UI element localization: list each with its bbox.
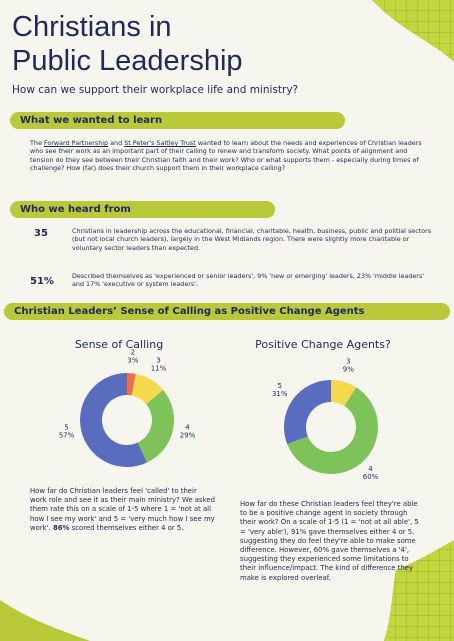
text: The — [30, 139, 44, 147]
text: How far do Christian leaders feel 'calle… — [30, 487, 215, 532]
slice-label: 29% — [180, 432, 196, 440]
caption: How far do Christian leaders feel 'calle… — [30, 487, 215, 533]
slice-label: 3% — [127, 356, 138, 364]
slice-label: 11% — [151, 365, 167, 373]
link[interactable]: St Peter's Saltley Trust — [124, 139, 196, 147]
slice-label: 9% — [343, 365, 354, 373]
subtitle: How can we support their workplace life … — [12, 84, 299, 96]
text: wanted to learn about the needs and expe… — [30, 139, 422, 172]
title-line: Public Leadership — [12, 45, 243, 77]
slice-label: 60% — [363, 473, 379, 481]
slice — [137, 390, 174, 463]
stat-text: Described themselves as 'experienced or … — [72, 272, 425, 289]
slice — [331, 380, 357, 406]
slice-label: 57% — [59, 432, 75, 440]
section-heading: What we wanted to learn — [10, 112, 345, 129]
text: and — [108, 139, 125, 147]
slice — [127, 373, 136, 396]
slice-category: 5 — [277, 382, 281, 390]
section-heading: Christian Leaders’ Sense of Calling as P… — [4, 303, 450, 320]
slice-category: 4 — [368, 465, 373, 473]
slice-category: 2 — [131, 348, 135, 356]
caption: How far do these Christian leaders feel … — [240, 500, 425, 583]
title-line: Christians in — [12, 11, 172, 43]
chart-title: Sense of Calling — [75, 338, 163, 351]
stat-figure: 51% — [30, 276, 54, 287]
slice — [287, 387, 378, 474]
link[interactable]: Forward Partnership — [43, 139, 109, 147]
section-heading: Who we heard from — [10, 201, 275, 218]
slice — [284, 380, 331, 445]
slice-category: 3 — [156, 357, 160, 365]
highlight: 86% — [52, 523, 70, 532]
stat-figure: 35 — [34, 228, 48, 239]
slice-label: 31% — [272, 390, 288, 398]
text: How far do these Christian leaders feel … — [240, 500, 419, 582]
slice-category: 4 — [185, 424, 190, 432]
stat-text: Christians in leadership across the educ… — [72, 227, 432, 252]
slice-category: 5 — [64, 424, 68, 432]
text: scored themselves either 4 or 5. — [69, 523, 184, 532]
chart-title: Positive Change Agents? — [255, 338, 391, 351]
slice-category: 3 — [346, 357, 350, 365]
paragraph: The Forward Partnership and St Peter's S… — [30, 139, 430, 172]
slice — [79, 373, 148, 467]
slice — [131, 373, 164, 405]
